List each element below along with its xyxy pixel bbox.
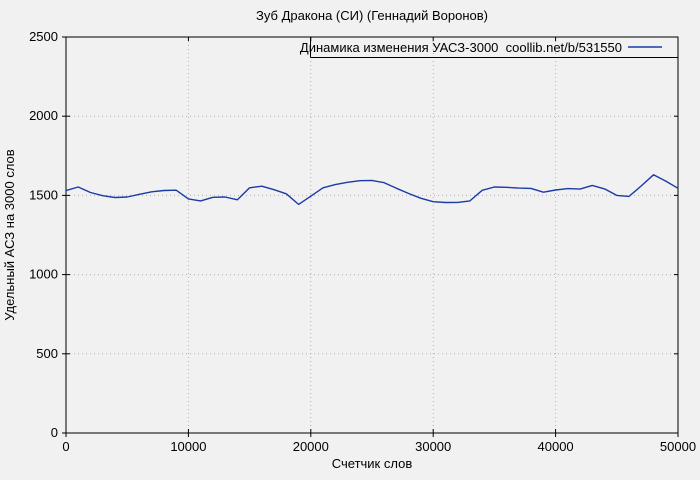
chart-title: Зуб Дракона (СИ) (Геннадий Воронов) [256, 8, 488, 23]
plot-border [65, 36, 679, 434]
legend-label: Динамика изменения УАСЗ-3000 coollib.net… [299, 40, 622, 55]
x-tick-label: 10000 [170, 439, 206, 454]
x-tick-label: 30000 [415, 439, 451, 454]
y-axis-label: Удельный АСЗ на 3000 слов [2, 149, 17, 321]
x-tick-label: 50000 [660, 439, 696, 454]
y-tick-label: 500 [36, 346, 58, 361]
data-line [65, 174, 679, 206]
x-axis-label: Счетчик слов [331, 456, 413, 471]
y-tick-label: 2000 [29, 108, 58, 123]
y-tick-label: 1500 [29, 187, 58, 202]
y-tick-label: 2500 [29, 29, 58, 44]
y-tick-label: 0 [51, 425, 58, 440]
y-tick-label: 1000 [29, 267, 58, 282]
x-tick-label: 40000 [538, 439, 574, 454]
x-tick-label: 20000 [293, 439, 329, 454]
x-tick-label: 0 [62, 439, 69, 454]
